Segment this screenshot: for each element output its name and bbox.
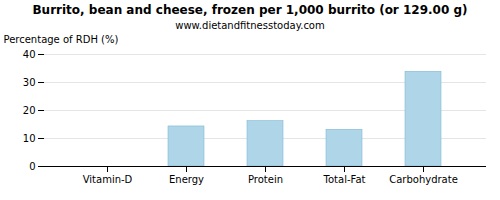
svg-text:Energy: Energy bbox=[169, 174, 204, 185]
svg-text:30: 30 bbox=[23, 77, 36, 88]
svg-text:10: 10 bbox=[23, 133, 36, 144]
svg-text:40: 40 bbox=[23, 49, 36, 60]
svg-text:0: 0 bbox=[29, 161, 35, 172]
html-text:www.dietandfitnesstoday.com: www.dietandfitnesstoday.com bbox=[175, 20, 325, 31]
svg-text:Carbohydrate: Carbohydrate bbox=[389, 174, 458, 185]
svg-text:Protein: Protein bbox=[248, 174, 283, 185]
svg-text:20: 20 bbox=[23, 105, 36, 116]
svg-text:Total-Fat: Total-Fat bbox=[323, 174, 366, 185]
svg-text:Vitamin-D: Vitamin-D bbox=[83, 174, 133, 185]
html-text:Burrito, bean and cheese, froz: Burrito, bean and cheese, frozen per 1,0… bbox=[32, 3, 468, 17]
svg-text:Percentage of RDH (%): Percentage of RDH (%) bbox=[4, 34, 119, 45]
